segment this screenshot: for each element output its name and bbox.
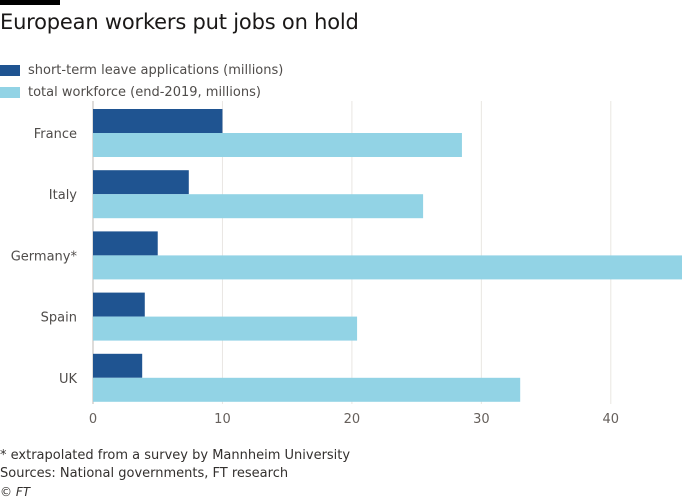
credit: © FT: [0, 485, 31, 499]
category-label-france: France: [34, 127, 77, 142]
brand-bar: [0, 0, 60, 5]
x-tick-label-10: 10: [214, 412, 231, 427]
sources-note: Sources: National governments, FT resear…: [0, 466, 289, 481]
bar-france-workforce: [93, 133, 462, 157]
bar-germany-workforce: [93, 255, 682, 280]
category-label-spain: Spain: [41, 311, 77, 326]
chart-title: European workers put jobs on hold: [0, 10, 359, 34]
legend-swatch-workforce: [0, 86, 20, 98]
legend-item-short-term: short-term leave applications (millions): [0, 59, 283, 81]
footnote: * extrapolated from a survey by Mannheim…: [0, 448, 351, 463]
category-label-uk: UK: [59, 372, 78, 387]
bar-spain-workforce: [93, 316, 358, 341]
legend-label-workforce: total workforce (end-2019, millions): [28, 84, 261, 100]
bar-france-short-term: [93, 109, 223, 133]
bar-chart: 0 10 20 30 40 France Italy Germany* Spain UK: [11, 101, 682, 427]
x-tick-label-30: 30: [473, 412, 490, 427]
category-label-italy: Italy: [49, 188, 78, 203]
bar-uk-short-term: [93, 353, 143, 378]
legend-item-workforce: total workforce (end-2019, millions): [0, 81, 283, 103]
bar-italy-workforce: [93, 194, 424, 219]
x-tick-label-20: 20: [344, 412, 361, 427]
bar-spain-short-term: [93, 292, 145, 317]
bar-germany-short-term: [93, 231, 158, 256]
x-tick-label-0: 0: [89, 412, 97, 427]
footer: * extrapolated from a survey by Mannheim…: [0, 447, 350, 501]
bar-italy-short-term: [93, 170, 189, 195]
x-tick-label-40: 40: [603, 412, 620, 427]
legend-swatch-short-term: [0, 64, 20, 76]
legend-label-short-term: short-term leave applications (millions): [28, 62, 284, 78]
bar-uk-workforce: [93, 377, 521, 402]
legend: short-term leave applications (millions)…: [0, 59, 283, 103]
category-label-germany: Germany*: [11, 249, 78, 264]
